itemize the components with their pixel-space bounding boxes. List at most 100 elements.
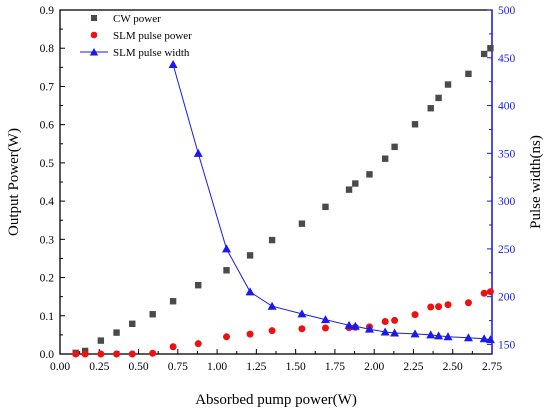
x-axis-title: Absorbed pump power(W)	[195, 392, 357, 408]
x-tick-label: 1.00	[207, 361, 227, 373]
legend-label-cw-power: CW power	[113, 13, 161, 25]
y-left-tick-label: 0.4	[40, 196, 55, 208]
data-point-slm-pulse-power	[113, 350, 121, 358]
legend-label-slm-pulse-width: SLM pulse width	[113, 47, 190, 59]
y-left-tick-label: 0.2	[40, 273, 55, 285]
plot-frame	[59, 9, 493, 355]
data-point-cw-power	[435, 94, 442, 102]
data-point-slm-pulse-power	[169, 343, 177, 351]
series-slm-pulse-width	[168, 59, 495, 344]
legend-marker-slm-pulse-power	[90, 31, 98, 39]
series-line-slm-pulse-width	[172, 64, 491, 341]
data-point-slm-pulse-power	[480, 289, 488, 297]
data-point-cw-power	[480, 50, 488, 58]
data-point-slm-pulse-power	[321, 324, 329, 332]
x-tick-label: 2.25	[403, 361, 423, 373]
data-point-slm-pulse-power	[435, 303, 443, 311]
series-slm-pulse-power	[72, 288, 494, 358]
y-left-tick-label: 0.1	[40, 311, 55, 323]
plot-area	[59, 9, 493, 355]
y-right-tick-label: 450	[498, 53, 516, 65]
data-point-slm-pulse-width	[350, 321, 360, 330]
y-left-tick-label: 0.9	[40, 5, 55, 17]
data-point-slm-pulse-width	[380, 327, 390, 336]
data-point-slm-pulse-power	[72, 350, 80, 358]
data-point-slm-pulse-power	[391, 316, 399, 324]
data-point-slm-pulse-width	[434, 331, 444, 340]
data-point-cw-power	[322, 203, 329, 211]
y-right-tick-label: 400	[498, 101, 516, 113]
data-point-cw-power	[129, 320, 136, 328]
y-axis-right: 150 200 250 300 350 400 450 500	[487, 5, 516, 354]
data-point-slm-pulse-power	[194, 340, 202, 348]
data-point-slm-pulse-power	[128, 350, 136, 358]
y-left-tick-label: 0.7	[40, 81, 55, 93]
y-right-tick-label: 200	[498, 292, 516, 304]
data-point-slm-pulse-width	[410, 329, 420, 338]
x-tick-label: 1.75	[325, 361, 345, 373]
x-tick-label: 0.50	[128, 361, 148, 373]
x-tick-label: 1.25	[246, 361, 266, 373]
data-point-slm-pulse-power	[81, 350, 89, 358]
legend: CW power SLM pulse power SLM pulse width	[80, 13, 192, 59]
data-point-slm-pulse-width	[168, 59, 178, 68]
data-point-slm-pulse-width	[297, 309, 307, 318]
y-right-tick-label: 250	[498, 244, 516, 256]
data-point-cw-power	[411, 121, 419, 128]
y-right-tick-label: 150	[498, 339, 516, 351]
data-point-slm-pulse-width	[245, 287, 255, 296]
data-point-slm-pulse-power	[381, 318, 389, 326]
data-point-slm-pulse-power	[444, 301, 452, 309]
data-point-cw-power	[298, 220, 306, 227]
data-point-slm-pulse-power	[97, 350, 105, 358]
data-point-cw-power	[195, 282, 202, 289]
data-point-slm-pulse-width	[463, 333, 473, 342]
data-point-slm-pulse-width	[390, 328, 400, 337]
x-tick-label: 2.00	[364, 361, 384, 373]
data-point-slm-pulse-width	[267, 301, 277, 310]
x-tick-label: 1.50	[286, 361, 306, 373]
data-point-slm-pulse-power	[246, 330, 254, 338]
data-point-slm-pulse-power	[486, 288, 494, 296]
y-left-tick-label: 0.3	[40, 234, 55, 246]
data-point-slm-pulse-width	[364, 324, 374, 333]
y-axis-left: 0.0 0.1 0.2 0.3 0.4 0.5 0.6 0.7 0.8 0.9	[40, 5, 65, 361]
data-point-cw-power	[169, 298, 177, 305]
y-axis-right-title: Pulse width(ns)	[528, 135, 544, 229]
data-point-slm-pulse-width	[485, 335, 495, 344]
y-right-tick-label: 300	[498, 196, 516, 208]
data-point-cw-power	[465, 70, 472, 78]
x-tick-label: 0.00	[50, 361, 70, 373]
data-point-slm-pulse-power	[464, 299, 472, 307]
legend-label-slm-pulse-power: SLM pulse power	[113, 30, 192, 42]
y-left-tick-label: 0.6	[40, 120, 55, 132]
y-axis-left-title: Output Power(W)	[6, 128, 22, 236]
legend-marker-slm-pulse-width	[89, 48, 99, 56]
data-point-slm-pulse-power	[298, 325, 306, 333]
y-left-tick-label: 0.0	[40, 349, 55, 361]
data-point-cw-power	[268, 236, 276, 244]
x-tick-label: 0.25	[89, 361, 109, 373]
x-tick-label: 2.50	[443, 361, 463, 373]
data-point-cw-power	[444, 81, 452, 88]
data-point-slm-pulse-power	[411, 311, 419, 319]
x-tick-label: 0.75	[168, 361, 188, 373]
data-point-slm-pulse-width	[193, 148, 203, 157]
data-point-slm-pulse-width	[443, 332, 453, 341]
data-point-cw-power	[352, 180, 359, 187]
data-point-slm-pulse-power	[223, 333, 231, 341]
data-point-cw-power	[246, 252, 254, 259]
data-point-cw-power	[381, 155, 389, 162]
data-point-slm-pulse-width	[320, 315, 330, 324]
data-point-slm-pulse-width	[426, 330, 436, 339]
y-left-tick-label: 0.5	[40, 158, 55, 170]
data-point-slm-pulse-width	[344, 320, 354, 329]
data-point-cw-power	[223, 267, 230, 274]
series-layer	[72, 45, 495, 358]
x-axis: 0.00 0.25 0.50 0.75 1.00 1.25 1.50 1.75 2.00 2.25…	[50, 349, 502, 373]
data-point-cw-power	[97, 337, 105, 344]
x-tick-label: 2.75	[482, 361, 502, 373]
data-point-cw-power	[391, 143, 398, 151]
data-point-slm-pulse-power	[149, 349, 157, 357]
legend-marker-cw-power	[91, 15, 97, 21]
